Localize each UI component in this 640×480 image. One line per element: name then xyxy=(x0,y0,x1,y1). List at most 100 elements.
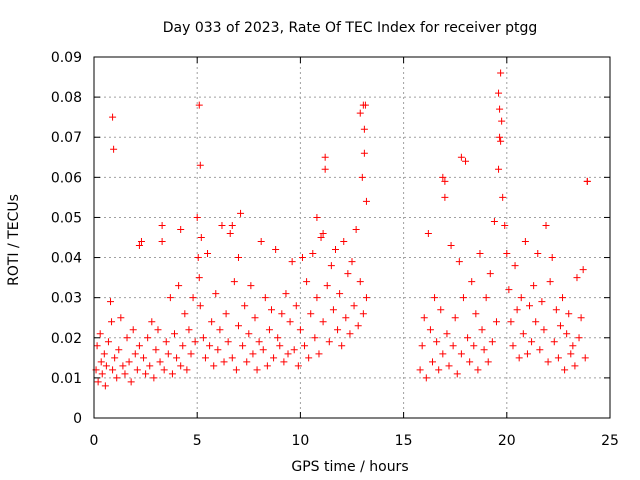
data-point xyxy=(108,318,116,326)
y-axis-label: ROTI / TECUs xyxy=(6,194,22,286)
data-point xyxy=(561,366,569,374)
data-point xyxy=(490,217,498,225)
data-point xyxy=(257,238,265,246)
data-point xyxy=(552,306,560,314)
data-point xyxy=(129,326,137,334)
data-point xyxy=(109,366,117,374)
data-point xyxy=(148,318,156,326)
data-point xyxy=(503,250,511,258)
data-point xyxy=(534,250,542,258)
data-point xyxy=(179,342,187,350)
data-point xyxy=(319,318,327,326)
data-point xyxy=(142,370,150,378)
data-point xyxy=(158,221,166,229)
data-point xyxy=(538,298,546,306)
data-point xyxy=(160,366,168,374)
data-point xyxy=(212,290,220,298)
data-point xyxy=(185,326,193,334)
data-point xyxy=(334,326,342,334)
data-point xyxy=(253,366,261,374)
data-point xyxy=(168,370,176,378)
data-point xyxy=(272,246,280,254)
data-point xyxy=(110,145,118,153)
data-point xyxy=(292,302,300,310)
data-point xyxy=(177,225,185,233)
data-point xyxy=(226,229,234,237)
data-point xyxy=(111,354,119,362)
x-tick-label: 10 xyxy=(291,433,309,449)
data-point xyxy=(307,310,315,318)
data-point xyxy=(548,254,556,262)
data-point xyxy=(426,326,434,334)
data-point xyxy=(210,362,218,370)
data-point xyxy=(189,294,197,302)
x-tick-label: 0 xyxy=(90,433,99,449)
data-point xyxy=(476,250,484,258)
data-point xyxy=(137,238,145,246)
data-point xyxy=(282,290,290,298)
data-point xyxy=(251,314,259,322)
data-points xyxy=(92,69,591,390)
y-tick-label: 0 xyxy=(73,411,82,427)
data-point xyxy=(482,294,490,302)
data-point xyxy=(298,254,306,262)
data-point xyxy=(104,338,112,346)
data-point xyxy=(488,338,496,346)
data-point xyxy=(265,326,273,334)
data-point xyxy=(224,338,232,346)
data-point xyxy=(220,358,228,366)
data-point xyxy=(459,294,467,302)
data-point xyxy=(344,270,352,278)
data-point xyxy=(523,350,531,358)
data-point xyxy=(303,278,311,286)
data-point xyxy=(245,330,253,338)
data-point xyxy=(115,346,123,354)
data-point xyxy=(449,342,457,350)
data-point xyxy=(453,370,461,378)
data-point xyxy=(567,350,575,358)
data-point xyxy=(234,322,242,330)
data-point xyxy=(447,242,455,250)
data-point xyxy=(121,370,129,378)
data-point xyxy=(466,358,474,366)
data-point xyxy=(102,362,110,370)
data-point xyxy=(338,342,346,350)
data-point xyxy=(420,314,428,322)
data-point xyxy=(468,278,476,286)
data-point xyxy=(249,350,257,358)
data-point xyxy=(356,109,364,117)
data-point xyxy=(352,225,360,233)
data-point xyxy=(579,266,587,274)
y-tick-label: 0.07 xyxy=(51,130,82,146)
data-point xyxy=(317,234,325,241)
data-point xyxy=(422,374,430,382)
data-point xyxy=(435,366,443,374)
data-point xyxy=(439,173,447,181)
data-point xyxy=(354,322,362,330)
data-point xyxy=(474,366,482,374)
data-point xyxy=(457,153,465,161)
data-point xyxy=(127,378,135,386)
data-point xyxy=(181,310,189,318)
data-point xyxy=(196,161,204,169)
data-point xyxy=(575,334,583,342)
data-point xyxy=(358,173,366,181)
data-point xyxy=(362,197,370,205)
grid xyxy=(94,57,610,418)
data-point xyxy=(536,346,544,354)
data-point xyxy=(97,358,105,366)
data-point xyxy=(519,330,527,338)
data-point xyxy=(173,354,181,362)
data-point xyxy=(113,374,121,382)
data-point xyxy=(144,334,152,342)
y-tick-label: 0.05 xyxy=(51,210,82,226)
data-point xyxy=(146,362,154,370)
data-point xyxy=(216,326,224,334)
data-point xyxy=(342,314,350,322)
data-point xyxy=(526,302,534,310)
data-point xyxy=(431,294,439,302)
data-point xyxy=(191,338,199,346)
data-point xyxy=(241,302,249,310)
data-point xyxy=(101,382,109,390)
